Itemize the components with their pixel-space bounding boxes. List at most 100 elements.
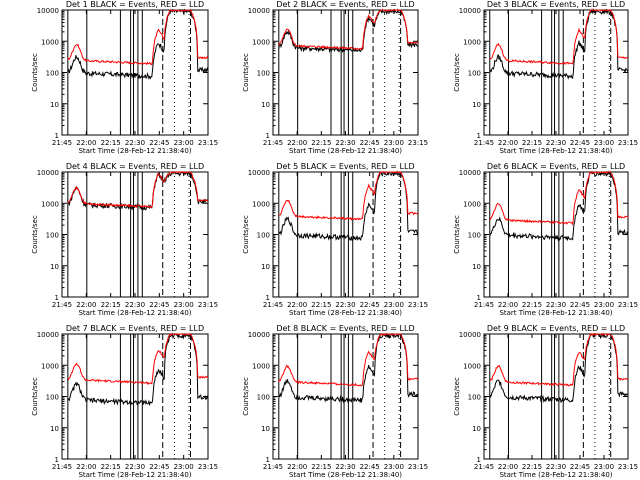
y-tick-label: 100 bbox=[257, 70, 270, 78]
lld-series-line bbox=[278, 333, 419, 387]
x-axis-label: Start Time (28-Feb-12 21:38:40) bbox=[289, 309, 402, 317]
y-tick-label: 10 bbox=[472, 263, 481, 271]
x-tick-label: 22:00 bbox=[498, 463, 518, 471]
y-tick-label: 10000 bbox=[37, 7, 59, 15]
x-tick-label: 22:30 bbox=[335, 301, 355, 309]
y-tick-label: 1000 bbox=[41, 38, 59, 46]
y-tick-label: 100 bbox=[46, 394, 59, 402]
lld-series-line bbox=[67, 9, 209, 66]
x-tick-label: 23:00 bbox=[594, 463, 614, 471]
x-tick-label: 22:15 bbox=[311, 139, 331, 147]
x-tick-label: 22:00 bbox=[287, 463, 307, 471]
panel-title: Det 9 BLACK = Events, RED = LLD bbox=[487, 324, 625, 333]
y-tick-label: 10000 bbox=[459, 7, 481, 15]
x-tick-label: 23:15 bbox=[408, 463, 428, 471]
y-tick-label: 1000 bbox=[252, 362, 270, 370]
x-tick-label: 23:15 bbox=[408, 301, 428, 309]
detector-panel: Det 5 BLACK = Events, RED = LLD 1 10 100 100… bbox=[242, 162, 428, 317]
x-tick-label: 23:00 bbox=[174, 301, 194, 309]
events-series-line bbox=[489, 332, 629, 404]
lld-series-line bbox=[489, 9, 629, 65]
x-tick-label: 23:00 bbox=[174, 463, 194, 471]
x-tick-label: 22:45 bbox=[149, 139, 169, 147]
x-tick-label: 22:30 bbox=[335, 463, 355, 471]
x-axis-label: Start Time (28-Feb-12 21:38:40) bbox=[78, 147, 191, 155]
y-tick-label: 10 bbox=[261, 263, 270, 271]
x-tick-label: 23:15 bbox=[198, 301, 218, 309]
y-tick-label: 1 bbox=[55, 456, 59, 464]
x-tick-label: 22:15 bbox=[101, 463, 121, 471]
detector-panel: Det 2 BLACK = Events, RED = LLD 1 10 100 100… bbox=[242, 0, 428, 155]
y-tick-label: 1 bbox=[477, 132, 481, 140]
x-axis-label: Start Time (28-Feb-12 21:38:40) bbox=[499, 309, 612, 317]
x-axis-label: Start Time (28-Feb-12 21:38:40) bbox=[289, 471, 402, 479]
y-tick-label: 10000 bbox=[459, 169, 481, 177]
detector-panel: Det 7 BLACK = Events, RED = LLD 1 10 100 100… bbox=[31, 324, 218, 479]
y-tick-label: 1000 bbox=[41, 362, 59, 370]
y-tick-label: 1 bbox=[55, 132, 59, 140]
y-tick-label: 1 bbox=[266, 294, 270, 302]
x-tick-label: 22:00 bbox=[287, 139, 307, 147]
y-tick-label: 10 bbox=[50, 425, 59, 433]
detector-panel: Det 6 BLACK = Events, RED = LLD 1 10 100 100… bbox=[453, 162, 638, 317]
x-tick-label: 22:15 bbox=[522, 463, 542, 471]
y-tick-label: 1000 bbox=[252, 200, 270, 208]
x-tick-label: 23:15 bbox=[618, 301, 638, 309]
y-tick-label: 1000 bbox=[41, 200, 59, 208]
x-tick-label: 22:00 bbox=[287, 301, 307, 309]
y-tick-label: 10 bbox=[472, 101, 481, 109]
y-axis-label: Counts/sec bbox=[242, 377, 250, 416]
x-tick-label: 21:45 bbox=[52, 301, 72, 309]
y-tick-label: 1000 bbox=[463, 38, 481, 46]
x-tick-label: 22:15 bbox=[311, 301, 331, 309]
lld-series-line bbox=[278, 171, 419, 222]
y-axis-label: Counts/sec bbox=[31, 53, 39, 92]
x-tick-label: 21:45 bbox=[52, 139, 72, 147]
x-tick-label: 23:15 bbox=[618, 139, 638, 147]
lld-series-line bbox=[489, 332, 629, 387]
panel-title: Det 5 BLACK = Events, RED = LLD bbox=[276, 162, 414, 171]
x-tick-label: 22:00 bbox=[76, 139, 96, 147]
x-tick-label: 22:30 bbox=[125, 301, 145, 309]
x-tick-label: 23:00 bbox=[384, 463, 404, 471]
x-tick-label: 21:45 bbox=[474, 301, 494, 309]
detector-panel: Det 8 BLACK = Events, RED = LLD 1 10 100 100… bbox=[242, 324, 428, 479]
y-tick-label: 1000 bbox=[463, 362, 481, 370]
y-axis-label: Counts/sec bbox=[31, 377, 39, 416]
x-axis-label: Start Time (28-Feb-12 21:38:40) bbox=[78, 309, 191, 317]
y-tick-label: 10 bbox=[50, 263, 59, 271]
y-tick-label: 10000 bbox=[248, 169, 270, 177]
events-series-line bbox=[278, 170, 419, 242]
x-tick-label: 22:30 bbox=[546, 301, 566, 309]
x-tick-label: 22:30 bbox=[125, 463, 145, 471]
y-axis-label: Counts/sec bbox=[453, 377, 461, 416]
y-tick-label: 10 bbox=[50, 101, 59, 109]
panel-title: Det 2 BLACK = Events, RED = LLD bbox=[276, 0, 414, 9]
y-tick-label: 1 bbox=[477, 456, 481, 464]
x-tick-label: 22:00 bbox=[76, 463, 96, 471]
x-tick-label: 22:00 bbox=[76, 301, 96, 309]
events-series-line bbox=[489, 170, 629, 242]
detector-panel: Det 1 BLACK = Events, RED = LLD 1 10 100 100… bbox=[31, 0, 218, 155]
y-tick-label: 1000 bbox=[252, 38, 270, 46]
x-tick-label: 22:45 bbox=[570, 463, 590, 471]
y-axis-label: Counts/sec bbox=[31, 215, 39, 254]
x-tick-label: 22:45 bbox=[360, 463, 380, 471]
x-tick-label: 21:45 bbox=[474, 139, 494, 147]
y-axis-label: Counts/sec bbox=[242, 53, 250, 92]
y-tick-label: 10000 bbox=[459, 331, 481, 339]
panel-title: Det 6 BLACK = Events, RED = LLD bbox=[487, 162, 625, 171]
x-axis-label: Start Time (28-Feb-12 21:38:40) bbox=[78, 471, 191, 479]
x-tick-label: 23:15 bbox=[198, 463, 218, 471]
y-tick-label: 1 bbox=[266, 132, 270, 140]
lld-series-line bbox=[489, 171, 629, 226]
detector-panel: Det 3 BLACK = Events, RED = LLD 1 10 100 100… bbox=[453, 0, 638, 155]
y-axis-label: Counts/sec bbox=[242, 215, 250, 254]
lld-series-line bbox=[278, 9, 419, 51]
x-tick-label: 22:30 bbox=[125, 139, 145, 147]
x-tick-label: 22:45 bbox=[360, 301, 380, 309]
lld-series-line bbox=[67, 171, 209, 209]
y-tick-label: 100 bbox=[257, 232, 270, 240]
x-tick-label: 23:15 bbox=[618, 463, 638, 471]
